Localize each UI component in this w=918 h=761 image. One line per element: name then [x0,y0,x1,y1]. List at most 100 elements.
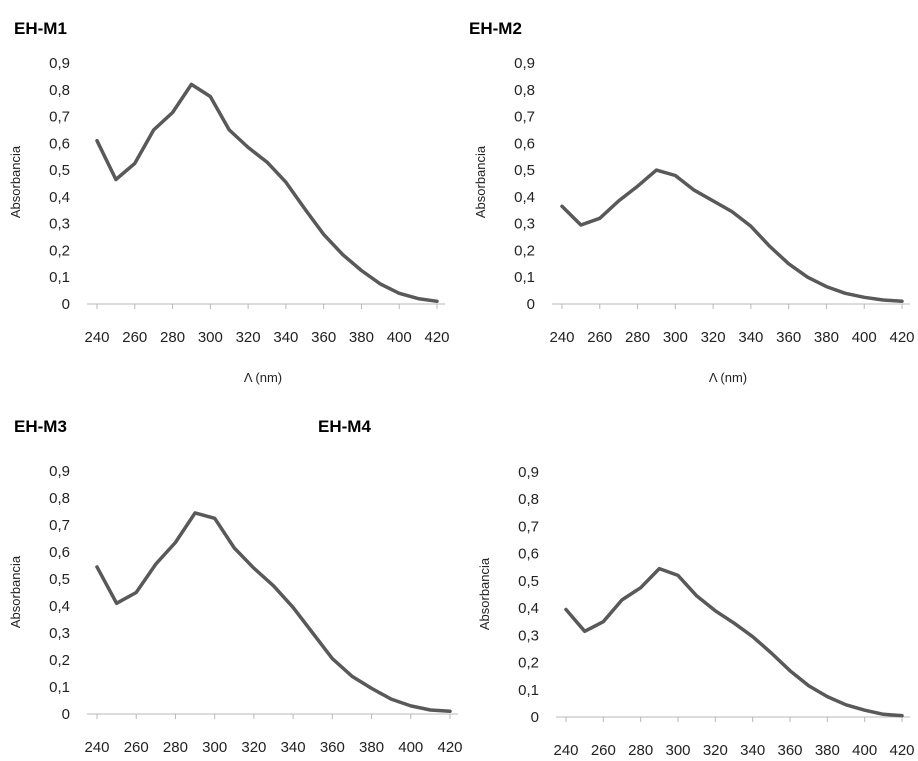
x-tick-label: 340 [273,329,298,346]
x-tick-label: 420 [889,742,914,759]
y-axis-label-eh-m3: Absorbancia [8,555,23,628]
y-tick-label: 0,8 [49,82,70,99]
x-tick-label: 260 [122,329,147,346]
x-tick-label: 280 [625,329,650,346]
y-tick-label: 0,6 [514,135,535,152]
y-tick-label: 0,5 [518,573,539,590]
y-tick-label: 0,8 [49,490,70,507]
y-tick-label: 0,1 [49,269,70,286]
y-tick-label: 0,3 [49,216,70,233]
y-tick-label: 0,1 [514,269,535,286]
x-tick-label: 360 [777,742,802,759]
x-tick-label: 360 [311,329,336,346]
y-tick-label: 0,2 [518,655,539,672]
x-tick-label: 260 [124,739,149,756]
x-tick-label: 340 [281,739,306,756]
y-tick-label: 0,9 [49,463,70,480]
y-tick-label: 0,5 [49,162,70,179]
plot-area-group: 0 0,1 0,2 0,3 0,4 0,5 0,6 0,7 0,8 0,9 240 260 280 300… [49,55,914,759]
x-tick-label: 280 [628,742,653,759]
x-tick-label: 400 [852,329,877,346]
y-tick-label: 0,3 [518,627,539,644]
y-tick-label: 0,2 [514,242,535,259]
x-tick-label: 400 [852,742,877,759]
x-axis-label-eh-m2: Λ (nm) [709,370,747,385]
x-tick-label: 360 [320,739,345,756]
chart-title-eh-m2: EH-M2 [469,19,522,38]
x-tick-label: 320 [241,739,266,756]
chart-panel-1: 0 0,1 0,2 0,3 0,4 0,5 0,6 0,7 0,8 0,9 240 260 280 300… [49,55,449,346]
x-tick-label: 380 [814,329,839,346]
y-tick-label: 0,9 [518,464,539,481]
x-tick-label: 380 [815,742,840,759]
series-line-1 [560,168,904,304]
x-tick-label: 340 [740,742,765,759]
y-tick-label: 0,9 [514,55,535,72]
x-tick-label: 240 [549,329,574,346]
y-tick-label: 0,3 [49,625,70,642]
y-tick-label: 0,6 [49,544,70,561]
series-line-1 [564,566,904,718]
y-tick-label: 0,7 [49,517,70,534]
y-tick-label: 0,7 [518,518,539,535]
y-axis-label-eh-m2: Absorbancia [473,145,488,218]
x-tick-label: 380 [359,739,384,756]
x-tick-label: 260 [591,742,616,759]
y-tick-label: 0,3 [514,216,535,233]
y-tick-label: 0 [62,296,70,313]
y-tick-label: 0,7 [49,109,70,126]
x-tick-label: 280 [163,739,188,756]
x-tick-label: 420 [424,329,449,346]
x-tick-label: 320 [703,742,728,759]
chart-panel-3: 0 0,1 0,2 0,3 0,4 0,5 0,6 0,7 0,8 0,9 240 260 280 300… [49,463,462,756]
x-tick-label: 240 [84,739,109,756]
y-tick-label: 0,6 [518,546,539,563]
chart-title-eh-m4: EH-M4 [318,417,371,436]
x-tick-label: 300 [665,742,690,759]
series-line-1 [95,511,452,714]
series-line-1 [95,82,439,304]
x-tick-label: 400 [387,329,412,346]
x-axis-label-eh-m1: Λ (nm) [244,370,282,385]
x-tick-label: 280 [160,329,185,346]
x-tick-label: 360 [776,329,801,346]
y-tick-label: 0,4 [518,600,539,617]
x-tick-label: 420 [889,329,914,346]
y-axis-label-eh-m4: Absorbancia [477,557,492,630]
x-tick-label: 400 [398,739,423,756]
chart-title-eh-m1: EH-M1 [14,19,67,38]
y-tick-label: 0,5 [49,571,70,588]
x-tick-label: 300 [198,329,223,346]
y-tick-label: 0,2 [49,242,70,259]
chart-title-eh-m3: EH-M3 [14,417,67,436]
y-tick-label: 0 [527,296,535,313]
x-tick-label: 300 [663,329,688,346]
y-tick-label: 0,8 [518,491,539,508]
chart-panel-2: 0 0,1 0,2 0,3 0,4 0,5 0,6 0,7 0,8 0,9 240 260 280 300… [514,55,914,346]
x-tick-label: 300 [202,739,227,756]
x-tick-label: 320 [701,329,726,346]
y-tick-label: 0,8 [514,82,535,99]
y-tick-label: 0,1 [518,682,539,699]
x-tick-label: 240 [84,329,109,346]
y-tick-label: 0 [62,706,70,723]
chart-panel-4: 0 0,1 0,2 0,3 0,4 0,5 0,6 0,7 0,8 0,9 240 260 280 300… [518,464,914,759]
y-tick-label: 0 [531,709,539,726]
y-tick-label: 0,4 [49,598,70,615]
x-tick-label: 240 [553,742,578,759]
x-tick-label: 320 [236,329,261,346]
y-axis-label-eh-m1: Absorbancia [8,145,23,218]
y-tick-label: 0,1 [49,679,70,696]
y-tick-label: 0,6 [49,135,70,152]
y-tick-label: 0,2 [49,652,70,669]
x-tick-label: 340 [738,329,763,346]
x-tick-label: 260 [587,329,612,346]
x-tick-label: 380 [349,329,374,346]
x-tick-label: 420 [437,739,462,756]
y-tick-label: 0,5 [514,162,535,179]
y-tick-label: 0,9 [49,55,70,72]
y-tick-label: 0,4 [514,189,535,206]
y-tick-label: 0,4 [49,189,70,206]
y-tick-label: 0,7 [514,109,535,126]
